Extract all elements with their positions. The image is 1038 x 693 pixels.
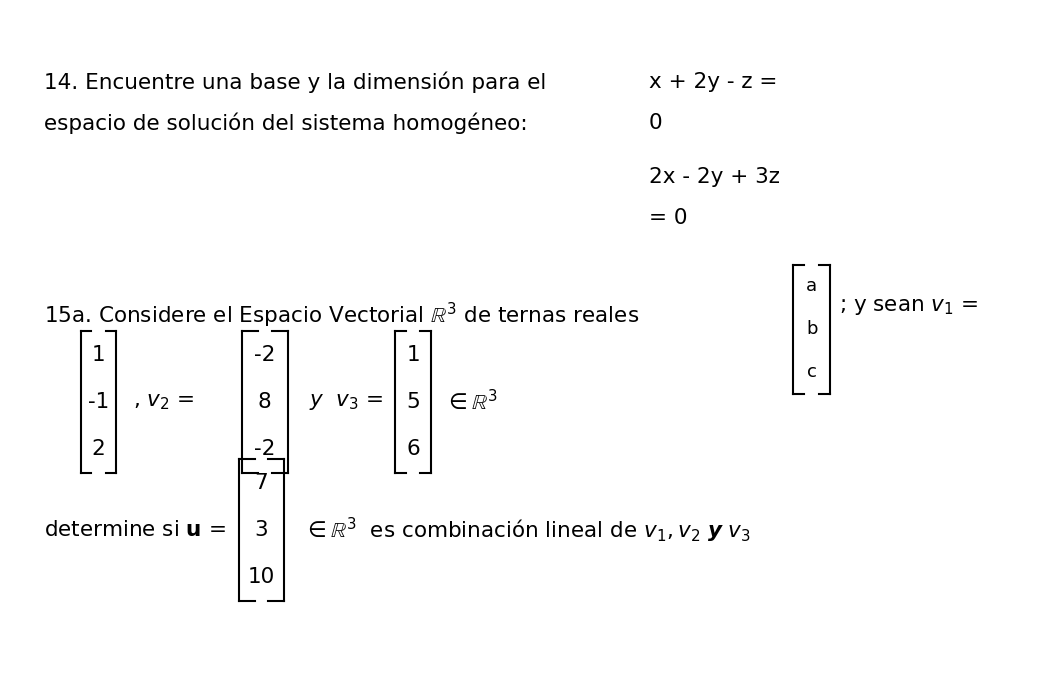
Text: 1: 1 bbox=[91, 345, 106, 365]
Text: 1: 1 bbox=[406, 345, 420, 365]
Text: 2: 2 bbox=[91, 439, 106, 459]
Text: 2x - 2y + 3z: 2x - 2y + 3z bbox=[649, 167, 780, 186]
Text: c: c bbox=[807, 363, 817, 381]
Text: -1: -1 bbox=[88, 392, 109, 412]
Text: 14. Encuentre una base y la dimensión para el: 14. Encuentre una base y la dimensión pa… bbox=[44, 71, 546, 93]
Text: determine si $\mathbf{u}$ =: determine si $\mathbf{u}$ = bbox=[44, 520, 225, 540]
Text: 5: 5 bbox=[406, 392, 420, 412]
Text: ; y sean $\boldsymbol{v_1}$ =: ; y sean $\boldsymbol{v_1}$ = bbox=[839, 297, 978, 317]
Text: 3: 3 bbox=[254, 520, 269, 540]
Text: $y$  $\boldsymbol{v_3}$ =: $y$ $\boldsymbol{v_3}$ = bbox=[309, 392, 384, 412]
Text: = 0: = 0 bbox=[649, 209, 687, 228]
Text: 6: 6 bbox=[406, 439, 420, 459]
Text: b: b bbox=[805, 320, 818, 338]
Text: 10: 10 bbox=[248, 568, 275, 587]
Text: 15a. Considere el Espacio Vectorial $\mathbb{R}^3$ de ternas reales: 15a. Considere el Espacio Vectorial $\ma… bbox=[44, 301, 638, 330]
Text: , $\boldsymbol{v_2}$ =: , $\boldsymbol{v_2}$ = bbox=[133, 392, 194, 412]
Text: $\in \mathbb{R}^3$: $\in \mathbb{R}^3$ bbox=[444, 389, 497, 414]
Text: 8: 8 bbox=[257, 392, 272, 412]
Text: -2: -2 bbox=[254, 439, 275, 459]
Text: 7: 7 bbox=[254, 473, 269, 493]
Text: $\in \mathbb{R}^3$  es combinación lineal de $\boldsymbol{v_1}, \boldsymbol{v_2}: $\in \mathbb{R}^3$ es combinación lineal… bbox=[303, 516, 752, 545]
Text: espacio de solución del sistema homogéneo:: espacio de solución del sistema homogéne… bbox=[44, 112, 527, 134]
Text: x + 2y - z =: x + 2y - z = bbox=[649, 72, 777, 91]
Text: -2: -2 bbox=[254, 345, 275, 365]
Text: a: a bbox=[807, 277, 817, 295]
Text: 0: 0 bbox=[649, 114, 662, 133]
